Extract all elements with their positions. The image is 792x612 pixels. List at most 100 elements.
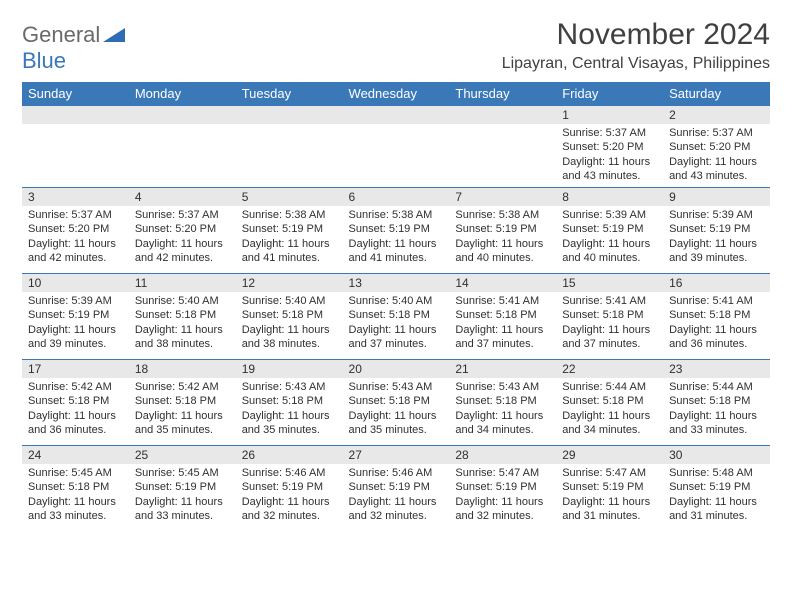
sunset-line: Sunset: 5:18 PM: [349, 309, 430, 321]
daylight-line: Daylight: 11 hours and 34 minutes.: [455, 410, 543, 436]
day-details: Sunrise: 5:45 AMSunset: 5:18 PMDaylight:…: [22, 464, 129, 524]
sunrise-line: Sunrise: 5:38 AM: [242, 209, 326, 221]
calendar-day: 29Sunrise: 5:47 AMSunset: 5:19 PMDayligh…: [556, 446, 663, 532]
sunset-line: Sunset: 5:19 PM: [349, 481, 430, 493]
daylight-line: Daylight: 11 hours and 33 minutes.: [135, 496, 223, 522]
sunrise-line: Sunrise: 5:37 AM: [562, 127, 646, 139]
day-details: Sunrise: 5:39 AMSunset: 5:19 PMDaylight:…: [663, 206, 770, 266]
calendar-week: 17Sunrise: 5:42 AMSunset: 5:18 PMDayligh…: [22, 360, 770, 446]
calendar-week: 1Sunrise: 5:37 AMSunset: 5:20 PMDaylight…: [22, 106, 770, 188]
calendar-day: 9Sunrise: 5:39 AMSunset: 5:19 PMDaylight…: [663, 188, 770, 274]
day-details: Sunrise: 5:42 AMSunset: 5:18 PMDaylight:…: [22, 378, 129, 438]
day-number: 10: [22, 274, 129, 292]
day-details: Sunrise: 5:37 AMSunset: 5:20 PMDaylight:…: [663, 124, 770, 184]
day-details: Sunrise: 5:41 AMSunset: 5:18 PMDaylight:…: [449, 292, 556, 352]
daylight-line: Daylight: 11 hours and 41 minutes.: [349, 238, 437, 264]
day-details: Sunrise: 5:48 AMSunset: 5:19 PMDaylight:…: [663, 464, 770, 524]
day-details: Sunrise: 5:39 AMSunset: 5:19 PMDaylight:…: [22, 292, 129, 352]
calendar-day: 5Sunrise: 5:38 AMSunset: 5:19 PMDaylight…: [236, 188, 343, 274]
sunrise-line: Sunrise: 5:44 AM: [669, 381, 753, 393]
daylight-line: Daylight: 11 hours and 38 minutes.: [242, 324, 330, 350]
header: General Blue November 2024 Lipayran, Cen…: [22, 18, 770, 74]
day-details: Sunrise: 5:38 AMSunset: 5:19 PMDaylight:…: [343, 206, 450, 266]
sunset-line: Sunset: 5:19 PM: [135, 481, 216, 493]
calendar-day: 19Sunrise: 5:43 AMSunset: 5:18 PMDayligh…: [236, 360, 343, 446]
day-number: 5: [236, 188, 343, 206]
day-details: Sunrise: 5:47 AMSunset: 5:19 PMDaylight:…: [556, 464, 663, 524]
daylight-line: Daylight: 11 hours and 32 minutes.: [455, 496, 543, 522]
daylight-line: Daylight: 11 hours and 38 minutes.: [135, 324, 223, 350]
day-number: 25: [129, 446, 236, 464]
daylight-line: Daylight: 11 hours and 35 minutes.: [242, 410, 330, 436]
day-number: 26: [236, 446, 343, 464]
sunset-line: Sunset: 5:19 PM: [562, 223, 643, 235]
daylight-line: Daylight: 11 hours and 32 minutes.: [349, 496, 437, 522]
day-number: 23: [663, 360, 770, 378]
day-header: Thursday: [449, 82, 556, 106]
day-number: 16: [663, 274, 770, 292]
daylight-line: Daylight: 11 hours and 42 minutes.: [135, 238, 223, 264]
day-details: Sunrise: 5:41 AMSunset: 5:18 PMDaylight:…: [663, 292, 770, 352]
calendar-day: 20Sunrise: 5:43 AMSunset: 5:18 PMDayligh…: [343, 360, 450, 446]
calendar-day: 8Sunrise: 5:39 AMSunset: 5:19 PMDaylight…: [556, 188, 663, 274]
day-number: 11: [129, 274, 236, 292]
calendar-day-empty: [343, 106, 450, 188]
daylight-line: Daylight: 11 hours and 35 minutes.: [349, 410, 437, 436]
day-number: 1: [556, 106, 663, 124]
sunset-line: Sunset: 5:20 PM: [135, 223, 216, 235]
sunset-line: Sunset: 5:19 PM: [28, 309, 109, 321]
day-number: 14: [449, 274, 556, 292]
sunrise-line: Sunrise: 5:41 AM: [669, 295, 753, 307]
month-title: November 2024: [502, 18, 770, 51]
day-number: 12: [236, 274, 343, 292]
daylight-line: Daylight: 11 hours and 37 minutes.: [455, 324, 543, 350]
calendar-day: 26Sunrise: 5:46 AMSunset: 5:19 PMDayligh…: [236, 446, 343, 532]
calendar-day: 16Sunrise: 5:41 AMSunset: 5:18 PMDayligh…: [663, 274, 770, 360]
sunrise-line: Sunrise: 5:41 AM: [455, 295, 539, 307]
sunset-line: Sunset: 5:20 PM: [669, 141, 750, 153]
calendar-page: General Blue November 2024 Lipayran, Cen…: [0, 0, 792, 612]
sunrise-line: Sunrise: 5:38 AM: [349, 209, 433, 221]
sunrise-line: Sunrise: 5:47 AM: [455, 467, 539, 479]
calendar-day: 4Sunrise: 5:37 AMSunset: 5:20 PMDaylight…: [129, 188, 236, 274]
location-subtitle: Lipayran, Central Visayas, Philippines: [502, 55, 770, 73]
sunrise-line: Sunrise: 5:40 AM: [349, 295, 433, 307]
daylight-line: Daylight: 11 hours and 42 minutes.: [28, 238, 116, 264]
day-number: 8: [556, 188, 663, 206]
calendar-week: 24Sunrise: 5:45 AMSunset: 5:18 PMDayligh…: [22, 446, 770, 532]
day-details: Sunrise: 5:44 AMSunset: 5:18 PMDaylight:…: [663, 378, 770, 438]
day-header: Sunday: [22, 82, 129, 106]
calendar-head: SundayMondayTuesdayWednesdayThursdayFrid…: [22, 82, 770, 106]
sunset-line: Sunset: 5:20 PM: [28, 223, 109, 235]
calendar-day: 21Sunrise: 5:43 AMSunset: 5:18 PMDayligh…: [449, 360, 556, 446]
sunrise-line: Sunrise: 5:45 AM: [135, 467, 219, 479]
day-number: 17: [22, 360, 129, 378]
calendar-day: 7Sunrise: 5:38 AMSunset: 5:19 PMDaylight…: [449, 188, 556, 274]
day-number: 27: [343, 446, 450, 464]
day-details: Sunrise: 5:37 AMSunset: 5:20 PMDaylight:…: [22, 206, 129, 266]
logo-triangle-icon: [103, 28, 125, 42]
sunrise-line: Sunrise: 5:43 AM: [349, 381, 433, 393]
sunrise-line: Sunrise: 5:47 AM: [562, 467, 646, 479]
calendar-body: 1Sunrise: 5:37 AMSunset: 5:20 PMDaylight…: [22, 106, 770, 532]
calendar-day-empty: [22, 106, 129, 188]
day-details: Sunrise: 5:37 AMSunset: 5:20 PMDaylight:…: [129, 206, 236, 266]
day-number: 9: [663, 188, 770, 206]
daylight-line: Daylight: 11 hours and 39 minutes.: [669, 238, 757, 264]
day-number: 7: [449, 188, 556, 206]
calendar-week: 3Sunrise: 5:37 AMSunset: 5:20 PMDaylight…: [22, 188, 770, 274]
sunset-line: Sunset: 5:19 PM: [562, 481, 643, 493]
sunrise-line: Sunrise: 5:43 AM: [242, 381, 326, 393]
day-number: 29: [556, 446, 663, 464]
sunset-line: Sunset: 5:18 PM: [455, 395, 536, 407]
sunrise-line: Sunrise: 5:40 AM: [135, 295, 219, 307]
day-number: 24: [22, 446, 129, 464]
sunrise-line: Sunrise: 5:39 AM: [562, 209, 646, 221]
sunrise-line: Sunrise: 5:42 AM: [135, 381, 219, 393]
daylight-line: Daylight: 11 hours and 39 minutes.: [28, 324, 116, 350]
calendar-day: 23Sunrise: 5:44 AMSunset: 5:18 PMDayligh…: [663, 360, 770, 446]
day-number: 3: [22, 188, 129, 206]
sunrise-line: Sunrise: 5:46 AM: [242, 467, 326, 479]
day-number: 30: [663, 446, 770, 464]
calendar-day: 1Sunrise: 5:37 AMSunset: 5:20 PMDaylight…: [556, 106, 663, 188]
